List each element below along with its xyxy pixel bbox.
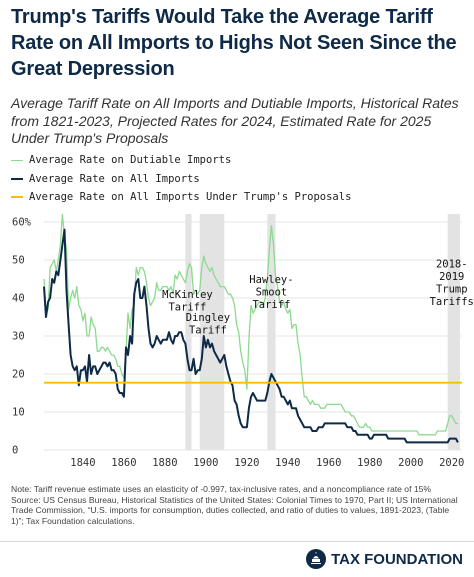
x-tick-label-2020: 2020 bbox=[439, 457, 464, 469]
annotation-3: 2018-2019 Trump Tariffs bbox=[430, 259, 474, 309]
annotation-line: 2018- bbox=[436, 259, 468, 271]
footer-divider bbox=[0, 541, 474, 542]
chart-legend: Average Rate on Dutiable Imports Average… bbox=[11, 151, 467, 207]
brand-logo: TAX FOUNDATION bbox=[306, 549, 463, 569]
annotation-line: Tariffs bbox=[430, 296, 474, 308]
legend-item-all-imports: Average Rate on All Imports bbox=[11, 170, 467, 189]
annotation-line: Trump bbox=[436, 284, 468, 296]
x-tick-label-1840: 1840 bbox=[70, 457, 95, 469]
shaded-period-2 bbox=[267, 214, 276, 450]
annotation-line: Hawley- bbox=[249, 274, 293, 286]
y-tick-label-60: 60% bbox=[12, 217, 32, 229]
legend-item-dutiable: Average Rate on Dutiable Imports bbox=[11, 151, 467, 170]
chart-subtitle: Average Tariff Rate on All Imports and D… bbox=[11, 95, 459, 146]
capitol-dome-icon bbox=[306, 549, 327, 569]
chart-notes: Note: Tariff revenue estimate uses an el… bbox=[11, 484, 463, 526]
note-text: Note: Tariff revenue estimate uses an el… bbox=[11, 484, 432, 494]
y-tick-label-50: 50 bbox=[12, 255, 25, 267]
legend-label-all-imports: Average Rate on All Imports bbox=[29, 172, 200, 185]
series-line-all-imports bbox=[43, 228, 459, 444]
shaded-period-1 bbox=[199, 214, 225, 450]
series-line-dutiable bbox=[43, 213, 458, 436]
annotation-line: Dingley bbox=[186, 312, 230, 324]
legend-label-dutiable: Average Rate on Dutiable Imports bbox=[29, 154, 232, 167]
x-tick-label-1980: 1980 bbox=[357, 457, 382, 469]
x-tick-label-1900: 1900 bbox=[193, 457, 218, 469]
annotation-line: McKinley bbox=[162, 289, 213, 301]
x-tick-label-1940: 1940 bbox=[275, 457, 300, 469]
y-tick-label-20: 20 bbox=[12, 369, 25, 381]
chart-plot: 0 10 20 30 40 50 60% 1840 1860 1880 1900 1920 1940 19… bbox=[12, 213, 474, 469]
x-tick-label-1920: 1920 bbox=[234, 457, 259, 469]
y-tick-label-40: 40 bbox=[12, 293, 25, 305]
legend-swatch-dutiable bbox=[11, 159, 23, 161]
legend-swatch-all-imports bbox=[11, 177, 23, 180]
brand-name: TAX FOUNDATION bbox=[331, 550, 463, 568]
legend-swatch-trump-proposals bbox=[11, 196, 23, 199]
annotation-2: Hawley-Smoot Tariff bbox=[249, 274, 293, 311]
y-tick-label-0: 0 bbox=[12, 445, 18, 457]
annotation-line: 2019 bbox=[439, 271, 464, 283]
annotation-line: Tariff bbox=[168, 302, 206, 314]
y-tick-label-10: 10 bbox=[12, 407, 25, 419]
x-tick-label-2000: 2000 bbox=[398, 457, 423, 469]
x-tick-label-1960: 1960 bbox=[316, 457, 341, 469]
x-tick-label-1860: 1860 bbox=[111, 457, 136, 469]
chart-title: Trump's Tariffs Would Take the Average T… bbox=[11, 6, 457, 80]
annotation-0: McKinley Tariff bbox=[162, 289, 213, 314]
source-text: Source: US Census Bureau, Historical Sta… bbox=[11, 494, 458, 526]
annotation-line: Tariff bbox=[189, 324, 227, 336]
annotation-line: Tariff bbox=[252, 299, 290, 311]
x-tick-label-1880: 1880 bbox=[152, 457, 177, 469]
y-tick-label-30: 30 bbox=[12, 331, 25, 343]
legend-label-trump-proposals: Average Rate on All Imports Under Trump'… bbox=[29, 191, 352, 204]
legend-item-trump-proposals: Average Rate on All Imports Under Trump'… bbox=[11, 188, 467, 207]
annotation-line: Smoot bbox=[256, 286, 288, 298]
shaded-period-3 bbox=[447, 214, 460, 450]
annotation-1: Dingley Tariff bbox=[186, 312, 230, 337]
shaded-period-0 bbox=[185, 214, 192, 450]
